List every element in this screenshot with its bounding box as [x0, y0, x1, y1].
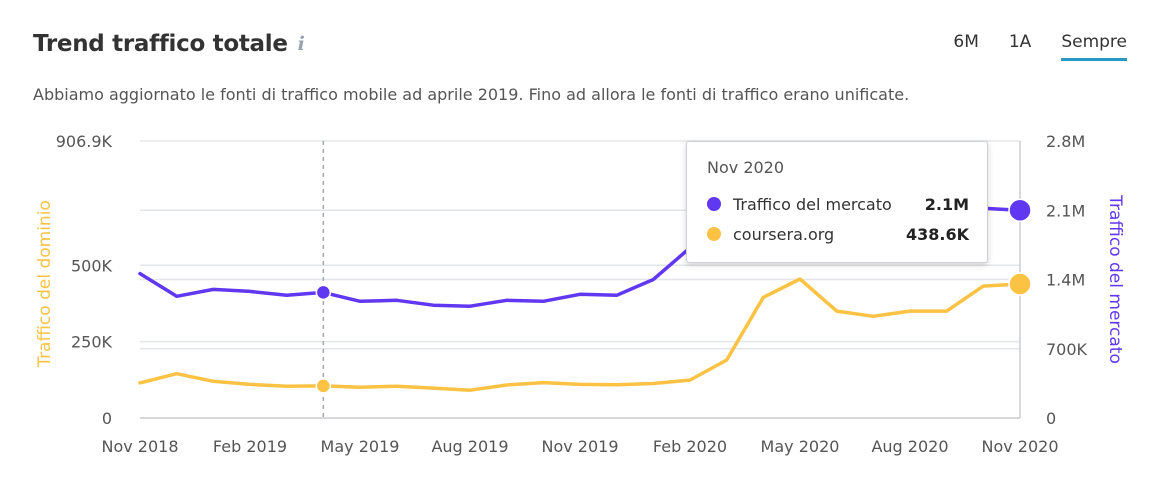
- y-right-tick-label: 2.1M: [1046, 201, 1085, 220]
- y-right-axis-title: Traffico del mercato: [1105, 194, 1125, 364]
- x-tick-label: May 2019: [321, 437, 400, 456]
- domain-legend-dot: [707, 227, 721, 241]
- series-line-domain: [138, 277, 1022, 392]
- y-left-tick-label: 0: [102, 409, 112, 428]
- end-point-domain: [1008, 272, 1032, 296]
- tooltip-value-market: 2.1M: [924, 194, 969, 214]
- hover-point-domain: [315, 378, 332, 394]
- tooltip-label-market: Traffico del mercato: [733, 194, 892, 214]
- period-1a[interactable]: 1A: [1008, 32, 1032, 52]
- x-tick-label: Nov 2019: [541, 437, 618, 456]
- traffic-source-note: Abbiamo aggiornato le fonti di traffico …: [33, 85, 910, 104]
- tooltip-row-domain: coursera.org 438.6K: [707, 219, 969, 249]
- tooltip-value-domain: 438.6K: [905, 224, 969, 244]
- x-tick-label: Aug 2019: [431, 437, 508, 456]
- market-legend-dot: [707, 197, 721, 211]
- widget-header: Trend traffico totale i: [33, 26, 305, 62]
- tooltip-row-market: Traffico del mercato 2.1M: [707, 189, 969, 219]
- x-tick-label: May 2020: [761, 437, 840, 456]
- y-left-tick-label: 250K: [71, 333, 113, 352]
- period-selector: 6M 1A Sempre: [923, 32, 1127, 61]
- hover-point-market: [315, 284, 332, 301]
- x-tick-label: Feb 2020: [653, 437, 727, 456]
- x-tick-label: Nov 2018: [101, 437, 178, 456]
- x-tick-label: Feb 2019: [213, 437, 287, 456]
- y-right-tick-label: 2.8M: [1046, 132, 1085, 151]
- y-left-axis-title: Traffico del dominio: [35, 200, 55, 368]
- info-icon[interactable]: i: [297, 33, 305, 55]
- y-right-tick-label: 0: [1046, 409, 1056, 428]
- chart-tooltip: Nov 2020 Traffico del mercato 2.1M cours…: [686, 141, 988, 263]
- y-right-tick-label: 700K: [1046, 340, 1088, 359]
- y-right-tick-label: 1.4M: [1046, 271, 1085, 290]
- period-sempre[interactable]: Sempre: [1061, 32, 1127, 61]
- x-tick-label: Nov 2020: [981, 437, 1058, 456]
- x-tick-label: Aug 2020: [871, 437, 948, 456]
- y-left-tick-label: 906.9K: [56, 132, 113, 151]
- tooltip-label-domain: coursera.org: [733, 224, 835, 244]
- end-point-market: [1008, 198, 1032, 222]
- tooltip-title: Nov 2020: [707, 158, 785, 177]
- y-left-tick-label: 500K: [71, 256, 113, 275]
- period-6m[interactable]: 6M: [953, 32, 979, 52]
- widget-title: Trend traffico totale: [33, 31, 288, 57]
